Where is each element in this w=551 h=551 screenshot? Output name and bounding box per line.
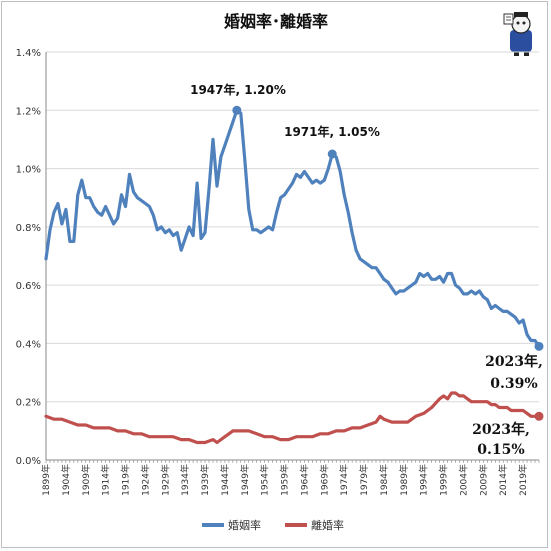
y-tick-label: 0.0% <box>16 456 41 467</box>
x-tick-label: 1969年 <box>318 464 330 496</box>
x-tick-label: 1964年 <box>298 464 310 496</box>
x-tick-label: 1904年 <box>60 464 72 496</box>
annotation-2023-marriage-line2: 0.39% <box>490 376 537 392</box>
x-tick-label: 1899年 <box>40 464 52 496</box>
annotation-1971: 1971年, 1.05% <box>284 124 380 139</box>
y-axis-ticks: 0.0% 0.2% 0.4% 0.6% 0.8% 1.0% 1.2% 1.4% <box>16 48 41 467</box>
x-tick-label: 1914年 <box>100 464 112 496</box>
x-tick-label: 2004年 <box>457 464 469 496</box>
y-tick-label: 1.0% <box>16 165 41 176</box>
annotation-2023-marriage-line1: 2023年, <box>485 353 543 370</box>
x-tick-label: 1984年 <box>378 464 390 496</box>
series-line-marriage-rate <box>44 108 541 348</box>
x-tick-label: 2019年 <box>517 464 529 496</box>
annotation-2023-divorce-line2: 0.15% <box>477 442 524 458</box>
x-tick-label: 1959年 <box>279 464 291 496</box>
x-tick-label: 1919年 <box>120 464 132 496</box>
x-tick-label: 1999年 <box>438 464 450 496</box>
y-tick-label: 1.4% <box>16 48 41 59</box>
point-markers <box>232 105 544 421</box>
x-axis-ticks: 1899年 1904年 1909年 1914年 1919年 1924年 1929年 1934年… <box>40 460 540 496</box>
gridlines <box>46 51 539 403</box>
x-tick-label: 1979年 <box>358 464 370 496</box>
y-tick-label: 1.2% <box>16 106 41 117</box>
legend-label-marriage: 婚姻率 <box>228 518 261 532</box>
x-tick-label: 1934年 <box>179 464 191 496</box>
legend: 婚姻率 離婚率 <box>202 518 344 532</box>
annotation-1947: 1947年, 1.20% <box>190 82 286 97</box>
x-tick-label: 2009年 <box>477 464 489 496</box>
data-point-marker <box>232 105 242 115</box>
x-tick-label: 1929年 <box>159 464 171 496</box>
y-tick-label: 0.2% <box>16 398 41 409</box>
x-tick-label: 1949年 <box>239 464 251 496</box>
annotation-2023-divorce-line1: 2023年, <box>472 421 530 438</box>
y-tick-label: 0.4% <box>16 339 41 350</box>
mascot-illustration <box>503 12 532 56</box>
y-tick-label: 0.6% <box>16 281 41 292</box>
x-tick-label: 2014年 <box>497 464 509 496</box>
x-tick-label: 1974年 <box>338 464 350 496</box>
x-tick-label: 1909年 <box>80 464 92 496</box>
data-point-marker <box>534 341 544 351</box>
legend-label-divorce: 離婚率 <box>311 518 344 532</box>
x-tick-label: 1944年 <box>219 464 231 496</box>
series-lines <box>44 108 541 445</box>
x-tick-label: 1989年 <box>398 464 410 496</box>
x-tick-label: 1939年 <box>199 464 211 496</box>
chart-title: 婚姻率･離婚率 <box>224 12 328 31</box>
data-point-marker <box>327 149 337 159</box>
x-tick-label: 1994年 <box>418 464 430 496</box>
y-tick-label: 0.8% <box>16 223 41 234</box>
x-tick-label: 1924年 <box>139 464 151 496</box>
data-point-marker <box>534 411 544 421</box>
x-tick-label: 1954年 <box>259 464 271 496</box>
series-line-divorce-rate <box>44 391 541 445</box>
